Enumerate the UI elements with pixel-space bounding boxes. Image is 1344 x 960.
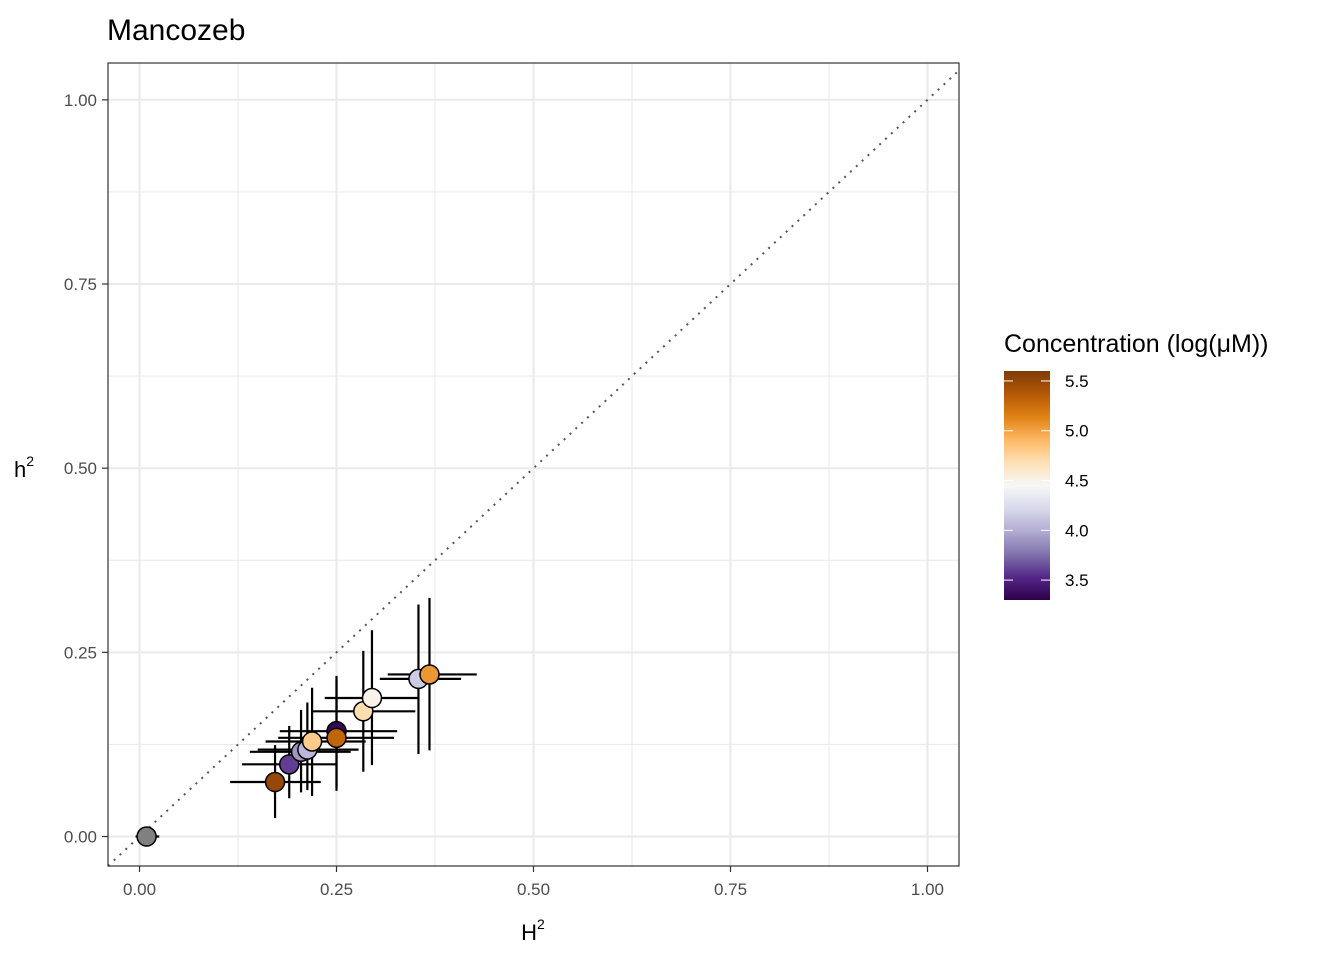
y-axis-title-superscript: 2 [26, 453, 34, 469]
x-tick-label: 0.25 [320, 880, 353, 899]
y-tick-label: 0.00 [64, 828, 97, 847]
x-tick-label: 0.50 [517, 880, 550, 899]
legend-break-label: 3.5 [1065, 571, 1089, 590]
data-point [264, 771, 286, 793]
legend-ticks: 3.5 4.0 4.5 5.0 5.5 [1004, 372, 1089, 590]
legend-break-label: 4.5 [1065, 472, 1089, 491]
chart-title: Mancozeb [107, 14, 245, 47]
data-point [361, 687, 383, 709]
x-axis-title-letter: H [521, 920, 537, 945]
color-legend: Concentration (log(μM)) 3.5 4.0 4.5 5.0 5.5 [1004, 330, 1269, 600]
y-tick-label: 0.25 [64, 643, 97, 662]
x-axis-title-superscript: 2 [537, 916, 545, 932]
plot-panel [107, 62, 960, 867]
legend-break-label: 5.5 [1065, 372, 1089, 391]
y-axis-title-letter: h [14, 457, 26, 482]
data-points [136, 664, 440, 847]
legend-title: Concentration (log(μM)) [1004, 330, 1269, 358]
y-tick-label: 1.00 [64, 91, 97, 110]
gridlines [108, 63, 959, 866]
x-tick-label: 0.00 [123, 880, 156, 899]
y-axis: 0.00 0.25 0.50 0.75 1.00 [64, 91, 108, 847]
y-tick-label: 0.75 [64, 275, 97, 294]
legend-break-label: 4.0 [1065, 521, 1089, 540]
y-tick-label: 0.50 [64, 459, 97, 478]
data-point [326, 727, 347, 749]
legend-break-label: 5.0 [1065, 422, 1089, 441]
x-axis-title: H2 [521, 916, 545, 945]
legend-colorbar [1004, 371, 1050, 600]
x-axis: 0.00 0.25 0.50 0.75 1.00 [123, 866, 944, 899]
y-axis-title: h2 [14, 453, 34, 482]
x-tick-label: 1.00 [911, 880, 944, 899]
data-point [136, 826, 157, 847]
x-tick-label: 0.75 [714, 880, 747, 899]
data-point [419, 664, 440, 685]
data-point [301, 731, 323, 752]
data-point [278, 754, 300, 775]
